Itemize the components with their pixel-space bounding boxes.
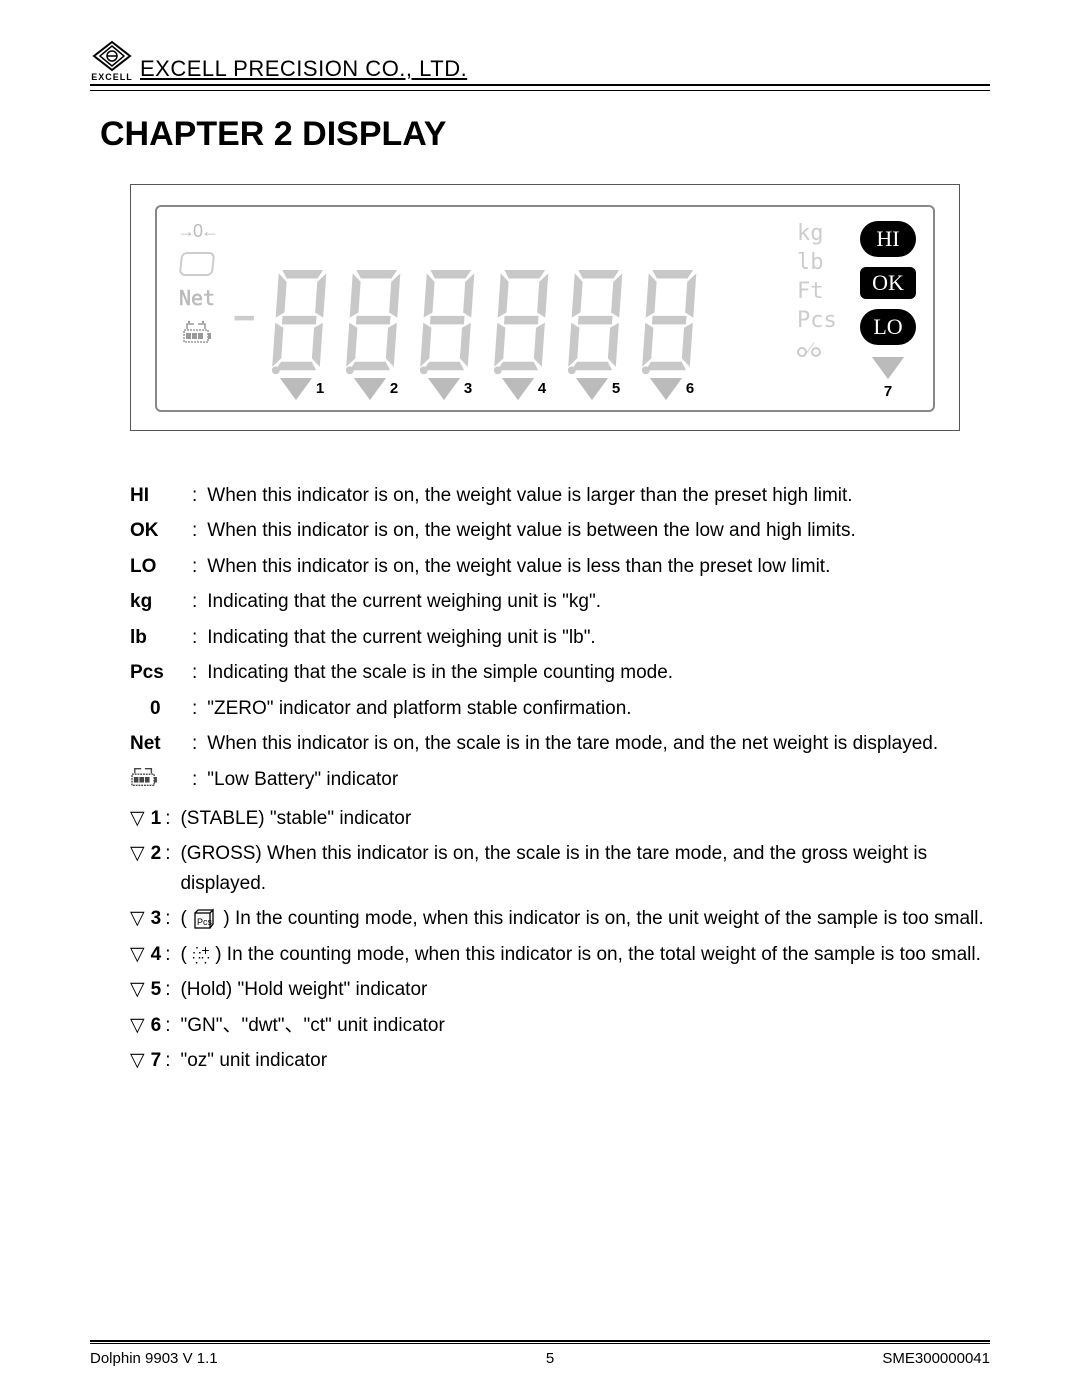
tri-def-7: ▽7:"oz" unit indicator [130, 1046, 990, 1075]
svg-text:Pcs: Pcs [197, 917, 213, 927]
pcs-sample-icon: Pcs [192, 906, 218, 932]
definitions-list: HI:When this indicator is on, the weight… [130, 481, 990, 1075]
tri-def-5: ▽5:(Hold) "Hold weight" indicator [130, 975, 990, 1004]
def-pcs: Pcs:Indicating that the scale is in the … [130, 658, 990, 687]
zero-indicator-icon: →0← [177, 221, 217, 242]
tri-def-2: ▽2:(GROSS) When this indicator is on, th… [130, 839, 990, 898]
hi-badge: HI [860, 221, 916, 257]
page-footer: Dolphin 9903 V 1.1 5 SME300000041 [90, 1340, 990, 1367]
tri-def-4: ▽4:( ∴+∵∵ ) In the counting mode, when t… [130, 940, 990, 969]
ok-badge: OK [860, 267, 916, 299]
battery-icon [182, 320, 212, 346]
lcd-panel: →0← Net [155, 205, 935, 412]
triangle-7: 7 [874, 355, 902, 400]
header-rule [90, 90, 990, 91]
unit-percent: ⁄ [797, 337, 821, 363]
footer-left: Dolphin 9903 V 1.1 [90, 1350, 218, 1367]
digit-3: 3 [417, 266, 485, 400]
lcd-units: kg lb Ft Pcs ⁄ [797, 221, 847, 400]
lcd-badges: HI OK LO 7 [855, 221, 921, 400]
def-ok: OK:When this indicator is on, the weight… [130, 516, 990, 545]
def-hi: HI:When this indicator is on, the weight… [130, 481, 990, 510]
digit-2: 2 [343, 266, 411, 400]
unit-ft: Ft [797, 279, 824, 304]
unit-kg: kg [797, 221, 824, 246]
footer-right: SME300000041 [882, 1350, 990, 1367]
logo-brand-text: EXCELL [91, 72, 133, 82]
page-header: EXCELL EXCELL PRECISION CO., LTD. [90, 40, 990, 86]
digit-6: 6 [639, 266, 707, 400]
footer-center: 5 [546, 1350, 554, 1367]
stable-indicator-icon [179, 252, 216, 276]
lo-badge: LO [860, 309, 916, 345]
def-lo: LO:When this indicator is on, the weight… [130, 552, 990, 581]
dots-plus-icon: ∴+∵∵ [192, 945, 210, 965]
display-figure: →0← Net [130, 184, 960, 431]
def-lb: lb:Indicating that the current weighing … [130, 623, 990, 652]
tri-def-1: ▽1:(STABLE) "stable" indicator [130, 804, 990, 833]
digit-5: 5 [565, 266, 633, 400]
def-kg: kg:Indicating that the current weighing … [130, 587, 990, 616]
dash-segment-icon [233, 264, 263, 374]
lcd-digits: 1 2 3 [233, 221, 789, 400]
digit-4: 4 [491, 266, 559, 400]
net-indicator-icon: Net [179, 286, 215, 310]
unit-pcs: Pcs [797, 308, 837, 333]
digit-1: 1 [269, 266, 337, 400]
brand-logo: EXCELL [90, 40, 134, 82]
digit-dash [233, 264, 263, 400]
digit-label-7: 7 [884, 383, 892, 400]
chapter-title: CHAPTER 2 DISPLAY [100, 115, 990, 154]
battery-icon [130, 765, 158, 789]
company-name: EXCELL PRECISION CO., LTD. [140, 56, 467, 82]
tri-def-6: ▽6:"GN"、"dwt"、"ct" unit indicator [130, 1011, 990, 1040]
tri-def-3: ▽3:( Pcs ) In the counting mode, when th… [130, 904, 990, 933]
unit-lb: lb [797, 250, 824, 275]
def-batt: :"Low Battery" indicator [130, 765, 990, 798]
logo-diamond-icon [90, 40, 134, 72]
def-net: Net:When this indicator is on, the scale… [130, 729, 990, 758]
lcd-left-indicators: →0← Net [169, 221, 225, 400]
def-0: 0:"ZERO" indicator and platform stable c… [130, 694, 990, 723]
